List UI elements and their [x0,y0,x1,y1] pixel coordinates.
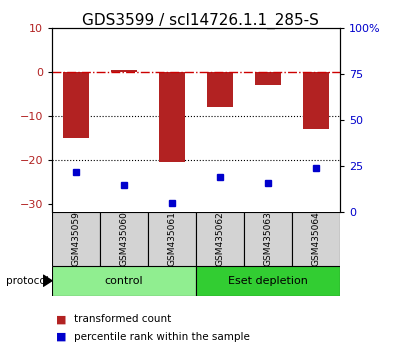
Bar [52,266,196,296]
Text: GSM435060: GSM435060 [120,211,128,267]
Text: control: control [105,275,143,286]
Bar [292,212,340,266]
Text: Eset depletion: Eset depletion [228,275,308,286]
Bar [244,212,292,266]
Text: transformed count: transformed count [74,314,171,324]
Text: GSM435062: GSM435062 [216,212,224,266]
Bar [303,72,329,129]
Polygon shape [43,275,52,286]
Text: ■: ■ [56,332,66,342]
Bar [255,72,281,85]
Bar [111,70,137,72]
Text: GSM435064: GSM435064 [312,212,320,266]
Bar [196,266,340,296]
Text: percentile rank within the sample: percentile rank within the sample [74,332,250,342]
Text: GSM435063: GSM435063 [264,211,272,267]
Bar [159,72,185,162]
Text: GSM435061: GSM435061 [168,211,176,267]
Bar [148,212,196,266]
Bar [196,212,244,266]
Text: GSM435059: GSM435059 [72,211,80,267]
Text: protocol: protocol [6,276,49,286]
Text: ■: ■ [56,314,66,324]
Bar [100,212,148,266]
Text: GDS3599 / scl14726.1.1_285-S: GDS3599 / scl14726.1.1_285-S [82,12,318,29]
Bar [52,212,100,266]
Bar [63,72,89,138]
Bar [207,72,233,107]
